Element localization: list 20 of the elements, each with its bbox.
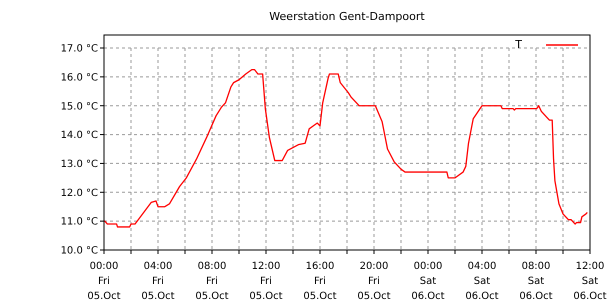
x-tick-label: 04:00 Sat 06.Oct: [465, 261, 499, 300]
x-tick-label: 12:00 Fri 05.Oct: [249, 261, 283, 300]
y-tick-label: 13.0 °C: [60, 158, 98, 170]
x-tick-label: 00:00 Sat 06.Oct: [411, 261, 445, 300]
x-tick-label: 08:00 Fri 05.Oct: [195, 261, 229, 300]
x-tick-label: 12:00 Sat 06.Oct: [573, 261, 607, 300]
x-tick-label: 20:00 Fri 05.Oct: [357, 261, 391, 300]
y-tick-label: 12.0 °C: [60, 188, 98, 199]
x-tick-label: 08:00 Sat 06.Oct: [519, 261, 553, 300]
y-tick-label: 11.0 °C: [60, 216, 98, 228]
y-tick-label: 15.0 °C: [60, 101, 98, 112]
x-tick-label: 16:00 Fri 05.Oct: [303, 261, 337, 300]
y-tick-label: 10.0 °C: [60, 246, 98, 257]
y-tick-label: 16.0 °C: [60, 72, 98, 84]
x-tick-label: 00:00 Fri 05.Oct: [87, 261, 121, 300]
chart-title: Weerstation Gent-Dampoort: [268, 10, 426, 23]
y-tick-label: 17.0 °C: [60, 44, 98, 55]
y-tick-label: 14.0 °C: [60, 130, 98, 142]
legend-label: T: [515, 38, 522, 51]
x-tick-label: 04:00 Fri 05.Oct: [141, 261, 175, 300]
